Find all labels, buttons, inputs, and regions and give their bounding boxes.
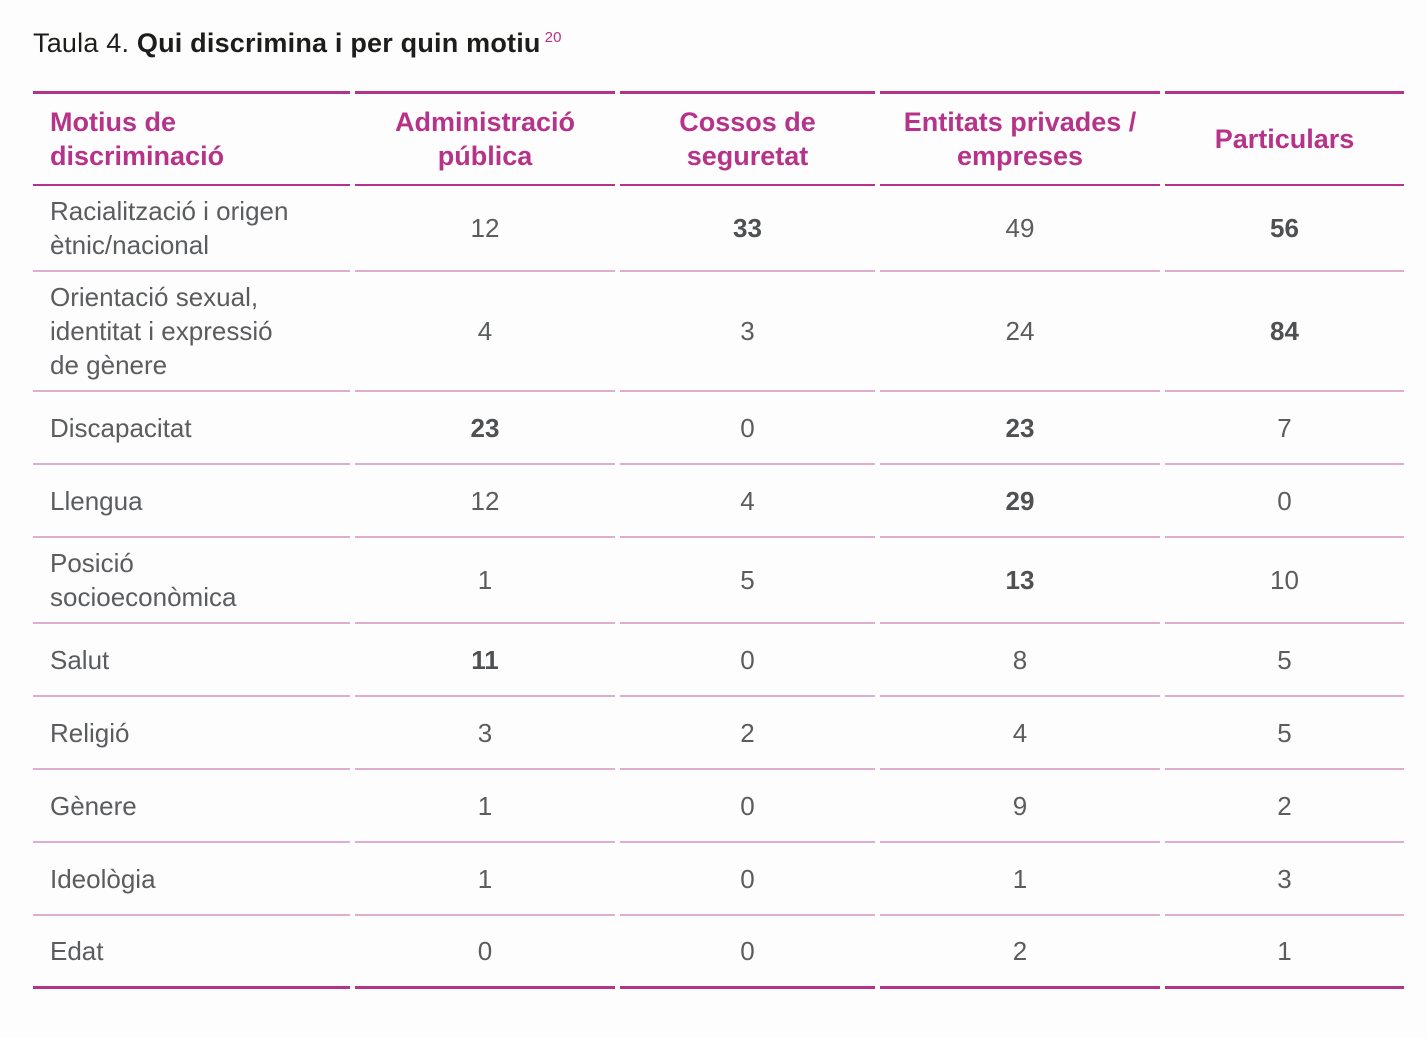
cell-value: 0 — [620, 624, 875, 697]
row-label: Religió — [33, 697, 350, 770]
cell-value: 12 — [355, 186, 615, 272]
cell-value: 23 — [355, 392, 615, 465]
row-label: Llengua — [33, 465, 350, 538]
row-label: Gènere — [33, 770, 350, 843]
cell-value: 4 — [355, 272, 615, 392]
cell-value: 3 — [355, 697, 615, 770]
table-row: Posició socioeconòmica 1 5 13 10 — [33, 538, 1404, 624]
cell-value: 3 — [1165, 843, 1404, 916]
cell-value: 1 — [880, 843, 1160, 916]
column-header-particulars: Particulars — [1165, 91, 1404, 186]
discrimination-table: Motius de discriminació Administració pú… — [28, 91, 1409, 989]
cell-value: 3 — [620, 272, 875, 392]
column-header-entitats: Entitats privades / empreses — [880, 91, 1160, 186]
cell-value: 2 — [1165, 770, 1404, 843]
cell-value: 9 — [880, 770, 1160, 843]
cell-value: 1 — [355, 770, 615, 843]
table-row: Orientació sexual, identitat i expressió… — [33, 272, 1404, 392]
table-row: Edat 0 0 2 1 — [33, 916, 1404, 989]
cell-value: 1 — [355, 538, 615, 624]
caption-spacer — [129, 28, 137, 58]
cell-value: 49 — [880, 186, 1160, 272]
cell-value: 1 — [1165, 916, 1404, 989]
column-header-administracio: Administració pública — [355, 91, 615, 186]
table-row: Gènere 1 0 9 2 — [33, 770, 1404, 843]
cell-value: 1 — [355, 843, 615, 916]
cell-value: 11 — [355, 624, 615, 697]
row-label: Salut — [33, 624, 350, 697]
table-caption: Taula 4. Qui discrimina i per quin motiu… — [33, 28, 1427, 59]
cell-value: 5 — [1165, 697, 1404, 770]
cell-value: 10 — [1165, 538, 1404, 624]
cell-value: 0 — [620, 843, 875, 916]
cell-value: 24 — [880, 272, 1160, 392]
table-row: Discapacitat 23 0 23 7 — [33, 392, 1404, 465]
table-body: Racialització i origen ètnic/nacional 12 3… — [33, 186, 1404, 989]
cell-value: 29 — [880, 465, 1160, 538]
cell-value: 4 — [620, 465, 875, 538]
row-label: Racialització i origen ètnic/nacional — [33, 186, 350, 272]
cell-value: 5 — [1165, 624, 1404, 697]
cell-value: 84 — [1165, 272, 1404, 392]
table-header: Motius de discriminació Administració pú… — [33, 91, 1404, 186]
cell-value: 2 — [620, 697, 875, 770]
footnote-ref: 20 — [544, 29, 562, 46]
row-label: Posició socioeconòmica — [33, 538, 350, 624]
cell-value: 0 — [620, 392, 875, 465]
table-row: Racialització i origen ètnic/nacional 12 3… — [33, 186, 1404, 272]
cell-value: 12 — [355, 465, 615, 538]
row-label: Ideològia — [33, 843, 350, 916]
caption-prefix: Taula 4. — [33, 28, 130, 58]
cell-value: 2 — [880, 916, 1160, 989]
cell-value: 56 — [1165, 186, 1404, 272]
row-label: Orientació sexual, identitat i expressió… — [33, 272, 350, 392]
cell-value: 0 — [620, 770, 875, 843]
cell-value: 7 — [1165, 392, 1404, 465]
header-row: Motius de discriminació Administració pú… — [33, 91, 1404, 186]
caption-title: Qui discrimina i per quin motiu — [136, 28, 541, 58]
cell-value: 5 — [620, 538, 875, 624]
cell-value: 0 — [620, 916, 875, 989]
cell-value: 4 — [880, 697, 1160, 770]
table-row: Salut 11 0 8 5 — [33, 624, 1404, 697]
cell-value: 0 — [1165, 465, 1404, 538]
table-row: Ideològia 1 0 1 3 — [33, 843, 1404, 916]
cell-value: 8 — [880, 624, 1160, 697]
table-row: Religió 3 2 4 5 — [33, 697, 1404, 770]
row-label: Edat — [33, 916, 350, 989]
column-header-motius: Motius de discriminació — [33, 91, 350, 186]
cell-value: 23 — [880, 392, 1160, 465]
column-header-cossos: Cossos de seguretat — [620, 91, 875, 186]
cell-value: 13 — [880, 538, 1160, 624]
table-row: Llengua 12 4 29 0 — [33, 465, 1404, 538]
cell-value: 0 — [355, 916, 615, 989]
cell-value: 33 — [620, 186, 875, 272]
row-label: Discapacitat — [33, 392, 350, 465]
